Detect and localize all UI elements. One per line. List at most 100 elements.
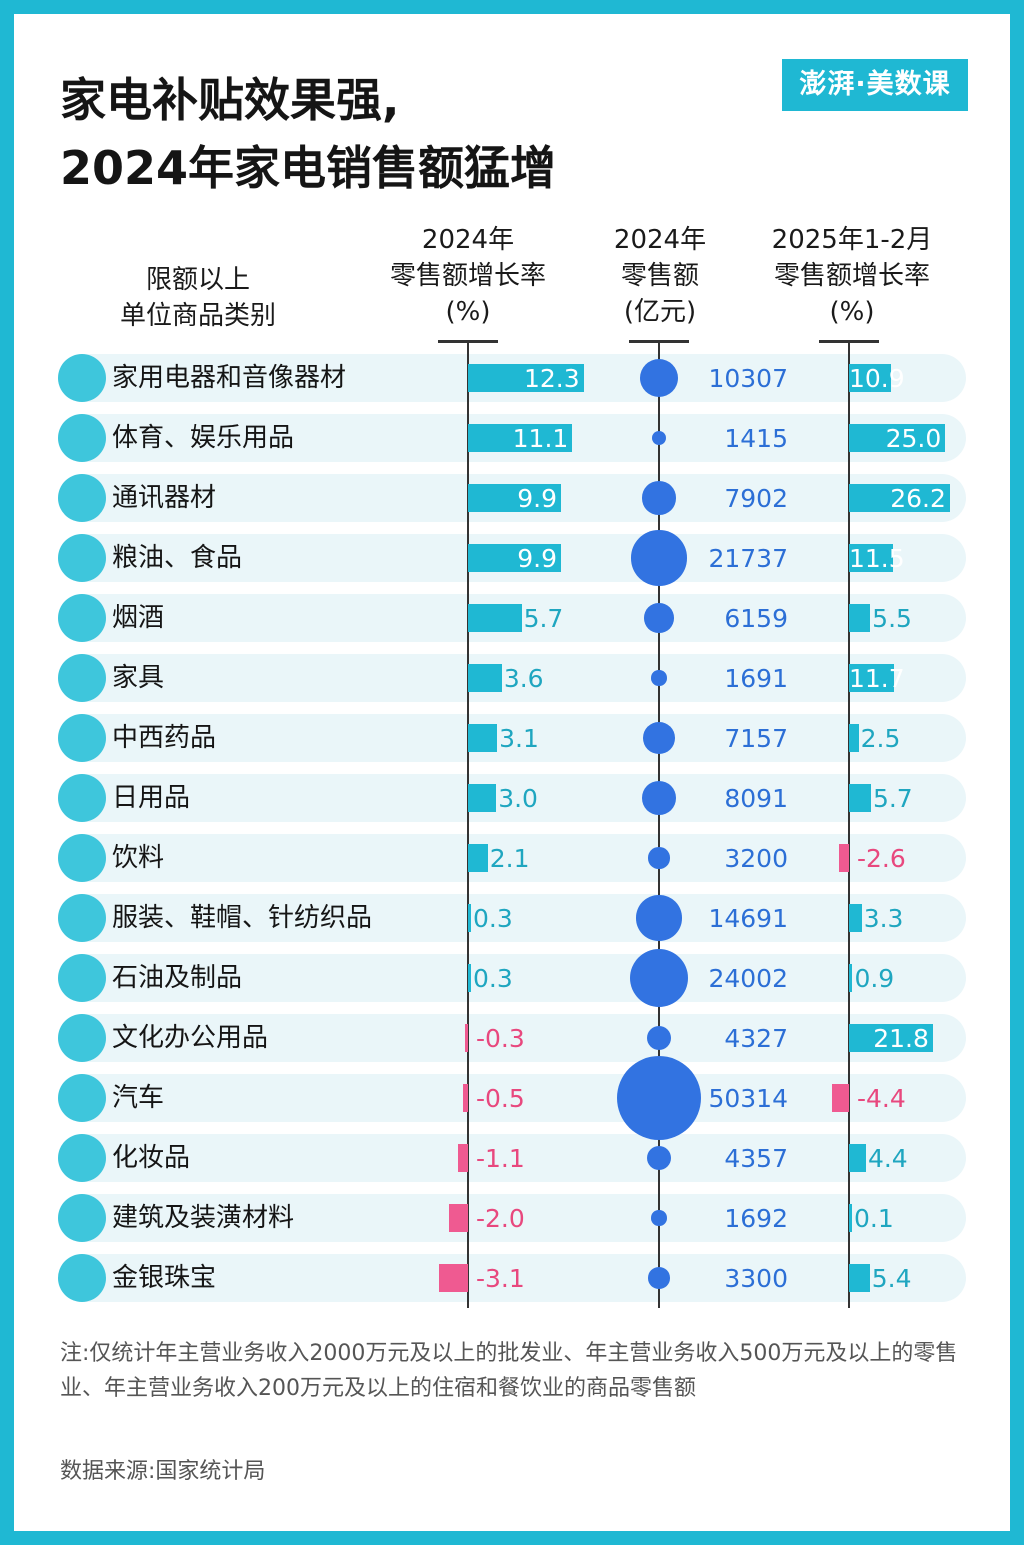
header-sales-2024-line-3: (亿元) — [623, 297, 697, 327]
sales-2024-bubble — [629, 948, 688, 1007]
growth-2024-bar — [468, 544, 562, 572]
header-growth-2024-line-1: 2024年 — [421, 225, 515, 255]
growth-2024-bar — [465, 1024, 468, 1052]
sales-2024-bubble — [644, 603, 674, 633]
growth-2025-bar — [849, 604, 871, 632]
category-label: 化妆品 — [112, 1143, 191, 1173]
header-growth-2024-line-3: (%) — [445, 297, 491, 327]
table-row — [58, 1134, 966, 1182]
row-marker-dot — [58, 894, 106, 942]
sales-2024-bubble — [636, 895, 682, 941]
category-label: 日用品 — [112, 783, 191, 813]
growth-2025-bar — [849, 544, 894, 572]
sales-2024-label: 24002 — [708, 964, 788, 993]
category-label: 粮油、食品 — [112, 543, 243, 573]
row-marker-dot — [58, 1014, 106, 1062]
sales-2024-bubble — [617, 1056, 701, 1140]
header-growth-2025: 2025年1-2月 零售额增长率 (%) — [742, 222, 962, 330]
table-row — [58, 714, 966, 762]
growth-2025-label: 21.8 — [873, 1024, 929, 1053]
growth-2025-label: 5.5 — [872, 604, 912, 633]
column-axis-tick-3 — [819, 340, 879, 343]
growth-2025-bar — [849, 724, 859, 752]
table-row — [58, 954, 966, 1002]
category-label: 石油及制品 — [112, 963, 243, 993]
category-label: 中西药品 — [112, 723, 217, 753]
growth-2025-bar — [849, 424, 946, 452]
growth-2024-bar — [468, 844, 488, 872]
column-axis-tick-1 — [438, 340, 498, 343]
growth-2024-label: 5.7 — [523, 604, 564, 633]
category-label: 服装、鞋帽、针纺织品 — [112, 903, 373, 933]
sales-2024-bubble — [648, 1267, 670, 1289]
header-sales-2024: 2024年 零售额 (亿元) — [580, 222, 740, 330]
sales-2024-bubble — [646, 1025, 672, 1051]
table-row — [58, 1194, 966, 1242]
chart-title: 家电补贴效果强, 2024年家电销售额猛增 — [60, 66, 556, 202]
row-marker-dot — [58, 594, 106, 642]
growth-2025-bar — [849, 484, 950, 512]
sales-2024-bubble — [651, 670, 667, 686]
growth-2024-bar — [468, 784, 497, 812]
growth-2025-bar — [849, 364, 891, 392]
publisher-logo: 澎湃·美数课 — [782, 59, 968, 111]
growth-2024-bar — [468, 964, 471, 992]
row-marker-dot — [58, 834, 106, 882]
growth-2025-bar — [849, 1204, 852, 1232]
table-row — [58, 834, 966, 882]
row-marker-dot — [58, 714, 106, 762]
growth-2025-label: -4.4 — [857, 1084, 906, 1113]
growth-2024-label: 3.0 — [498, 784, 538, 813]
chart-title-line-2: 2024年家电销售额猛增 — [60, 141, 557, 195]
growth-2025-label: 5.4 — [871, 1264, 912, 1293]
column-axis-line-1 — [467, 340, 469, 1308]
row-marker-dot — [58, 1254, 106, 1302]
category-label: 体育、娱乐用品 — [112, 423, 295, 453]
growth-2025-label: -2.6 — [857, 844, 906, 873]
growth-2024-label: 3.6 — [503, 664, 544, 693]
sales-2024-bubble — [648, 847, 670, 869]
growth-2024-label: 2.1 — [489, 844, 530, 873]
row-marker-dot — [58, 1194, 106, 1242]
growth-2025-bar — [832, 1084, 849, 1112]
growth-2025-bar — [849, 1264, 870, 1292]
sales-2024-label: 3300 — [724, 1264, 788, 1293]
sales-2024-label: 1415 — [724, 424, 788, 453]
category-label: 饮料 — [112, 843, 165, 873]
sales-2024-label: 10307 — [708, 364, 788, 393]
row-marker-dot — [58, 1134, 106, 1182]
row-marker-dot — [58, 1074, 106, 1122]
header-sales-2024-line-1: 2024年 — [613, 225, 707, 255]
sales-2024-bubble — [642, 481, 676, 515]
sales-2024-label: 3200 — [724, 844, 788, 873]
growth-2024-bar — [457, 1144, 468, 1172]
growth-2024-label: -1.1 — [476, 1144, 525, 1173]
header-category: 限额以上 单位商品类别 — [98, 262, 298, 334]
header-growth-2025-line-3: (%) — [829, 297, 875, 327]
sales-2024-bubble — [651, 1210, 667, 1226]
sales-2024-label: 1691 — [724, 664, 788, 693]
category-label: 金银珠宝 — [112, 1263, 217, 1293]
growth-2025-bar — [838, 844, 849, 872]
table-row — [58, 1014, 966, 1062]
header-category-line-1: 限额以上 — [145, 265, 250, 295]
growth-2024-label: 9.9 — [517, 544, 558, 573]
sales-2024-label: 50314 — [708, 1084, 788, 1113]
column-axis-tick-2 — [629, 340, 689, 343]
growth-2024-bar — [468, 604, 522, 632]
sales-2024-label: 21737 — [708, 544, 788, 573]
chart-card: 家电补贴效果强, 2024年家电销售额猛增 澎湃·美数课 限额以上 单位商品类别… — [14, 14, 1010, 1531]
growth-2024-label: 12.3 — [523, 364, 580, 393]
column-axis-line-2 — [658, 340, 660, 1308]
growth-2025-bar — [849, 1024, 933, 1052]
growth-2025-label: 11.5 — [849, 544, 905, 573]
column-axis-line-3 — [848, 340, 850, 1308]
growth-2025-label: 5.7 — [872, 784, 913, 813]
growth-2024-bar — [449, 1204, 468, 1232]
growth-2025-label: 3.3 — [863, 904, 904, 933]
category-label: 通讯器材 — [112, 483, 217, 513]
category-label: 家用电器和音像器材 — [112, 363, 347, 393]
sales-2024-bubble — [639, 358, 678, 397]
sales-2024-label: 4357 — [724, 1144, 788, 1173]
table-row — [58, 894, 966, 942]
